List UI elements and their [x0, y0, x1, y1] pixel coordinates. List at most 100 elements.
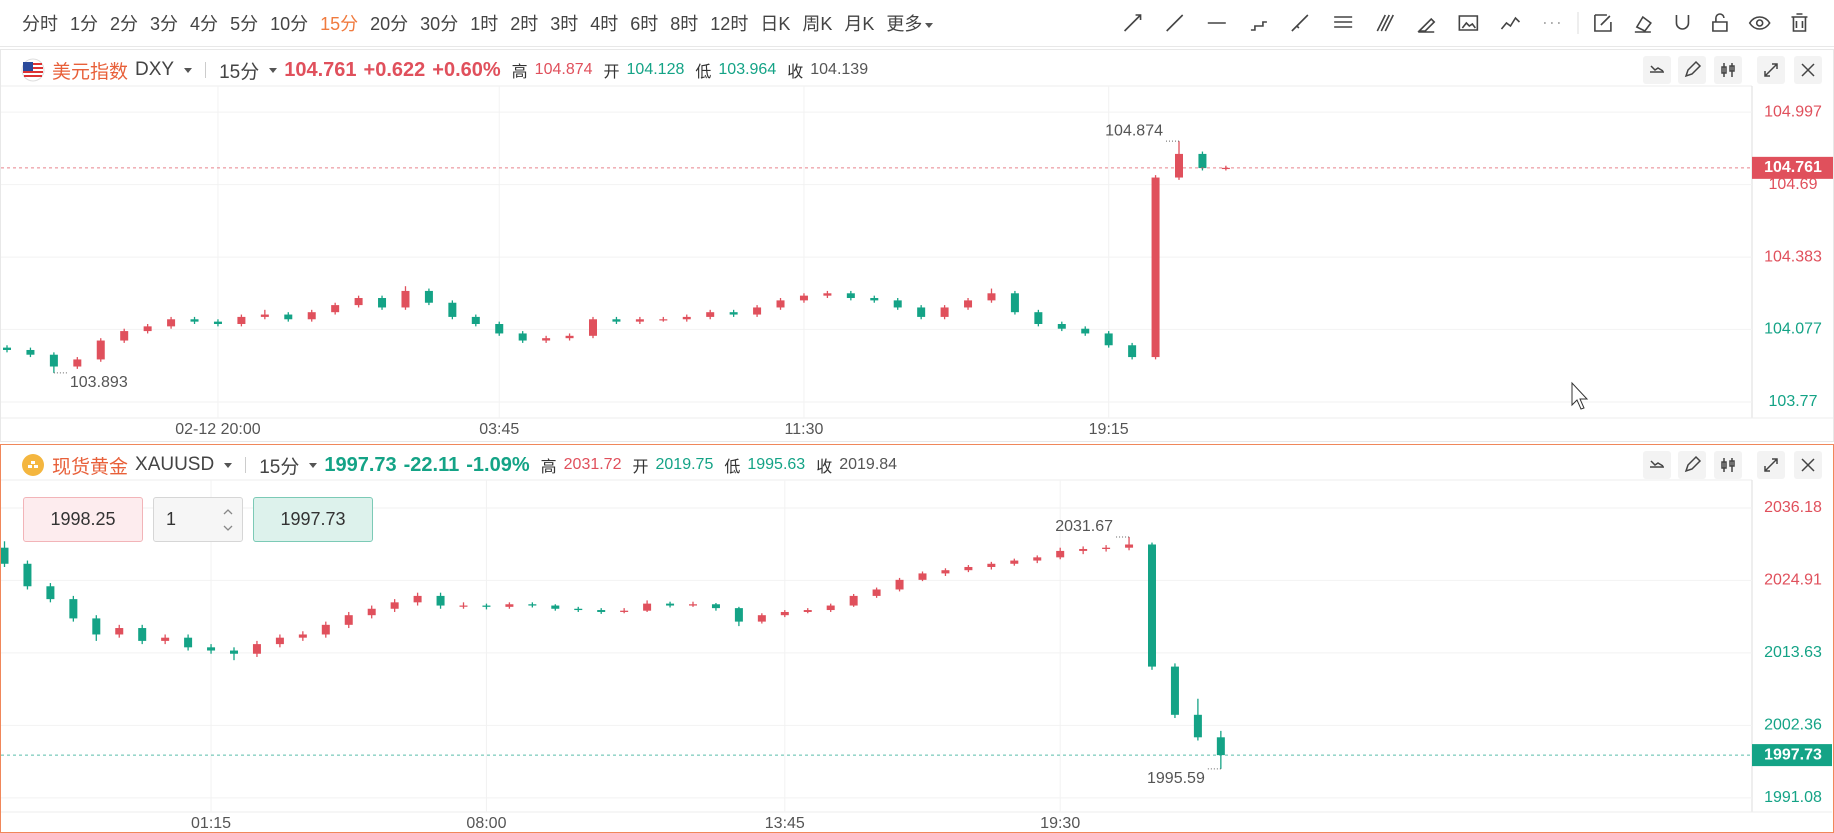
candle-body	[589, 319, 597, 336]
candle-body	[597, 610, 606, 612]
period-button[interactable]: 3分	[150, 14, 179, 34]
period-button[interactable]: 30分	[420, 14, 459, 34]
tool-icon[interactable]	[1291, 14, 1309, 32]
low-value: 1995.63	[747, 456, 806, 473]
candle-body	[918, 573, 927, 580]
candle-body	[167, 319, 176, 327]
candle-body	[459, 605, 468, 607]
symbol[interactable]: XAUUSD	[135, 454, 215, 475]
candle-body	[436, 595, 445, 606]
tool-icon[interactable]	[1417, 17, 1436, 33]
period-button[interactable]: 4时	[590, 14, 619, 34]
x-tick-label: 11:30	[785, 421, 824, 438]
instrument-name: 美元指数	[52, 61, 129, 83]
last-price-label: 104.761	[1764, 159, 1822, 176]
tool-icon[interactable]	[1334, 16, 1353, 28]
open-label: 开	[632, 459, 649, 476]
period-button[interactable]: 12时	[710, 14, 749, 34]
period-button[interactable]: 月K	[844, 14, 875, 34]
candle-body	[321, 624, 330, 635]
candle-body	[1056, 550, 1065, 558]
tool-icon[interactable]	[1376, 14, 1394, 32]
candle-body	[849, 595, 858, 606]
sell-button[interactable]: 1998.25	[23, 497, 143, 542]
panel-button-glyph	[1650, 460, 1664, 468]
panel-button[interactable]	[1714, 451, 1742, 479]
period-button[interactable]: 8时	[670, 14, 699, 34]
candle-body	[551, 605, 560, 609]
symbol[interactable]: DXY	[135, 59, 175, 80]
candle-body	[284, 314, 293, 320]
tool-icon[interactable]	[1634, 15, 1652, 33]
candle-body	[1081, 328, 1090, 334]
period-button[interactable]: 日K	[760, 14, 791, 34]
tool-glyph	[1376, 14, 1394, 32]
caret	[224, 462, 233, 468]
candle-body	[565, 335, 574, 339]
high-label: 高	[511, 64, 528, 81]
drawing-tools	[1123, 12, 1808, 34]
interval[interactable]: 15分	[259, 456, 300, 478]
tool-icon[interactable]	[1500, 16, 1521, 30]
candle-body	[46, 586, 55, 600]
change-pct: +0.60%	[432, 58, 501, 81]
tool-icon[interactable]	[1594, 14, 1612, 32]
panel-button-glyph	[1764, 458, 1778, 472]
tool-icon[interactable]	[1458, 15, 1479, 31]
candle-body	[1010, 560, 1019, 564]
tool-icon[interactable]	[1791, 13, 1808, 32]
period-button[interactable]: 6时	[630, 14, 659, 34]
x-tick-label: 19:15	[1089, 421, 1129, 438]
period-button[interactable]: 2分	[110, 14, 139, 34]
mouse-cursor	[1571, 381, 1589, 410]
candle-body	[23, 563, 32, 587]
panel-button[interactable]	[1643, 451, 1671, 479]
tool-icon[interactable]	[1712, 13, 1728, 32]
candle-body	[780, 611, 789, 616]
caret	[925, 22, 934, 28]
buy-button[interactable]: 1997.73	[253, 497, 373, 542]
tool-icon[interactable]	[1675, 15, 1690, 30]
candle-body	[682, 316, 691, 320]
y-tick-label: 104.383	[1764, 248, 1822, 265]
period-button[interactable]: 5分	[230, 14, 259, 34]
period-button[interactable]: 2时	[510, 14, 539, 34]
period-button[interactable]: 1分	[70, 14, 99, 34]
candle-body	[495, 323, 504, 334]
candle-body	[138, 628, 147, 641]
chart-panel: 2036.18 2024.91 2013.63 2002.36 1991.08 01:15…	[0, 444, 1834, 833]
period-button[interactable]: 3时	[550, 14, 579, 34]
panel-button[interactable]	[1643, 56, 1671, 84]
candle-body	[1170, 666, 1179, 715]
tool-glyph	[1594, 14, 1612, 32]
low-label: 低	[695, 64, 712, 81]
tool-icon[interactable]	[1123, 14, 1142, 32]
quantity: 1	[166, 509, 177, 529]
panel-button[interactable]	[1678, 451, 1706, 479]
panel-button[interactable]	[1678, 56, 1706, 84]
period-button[interactable]: 10分	[270, 14, 309, 34]
tool-icon[interactable]	[1250, 21, 1267, 31]
chart: 2036.18 2024.91 2013.63 2002.36 1991.08 01:15…	[1, 451, 1832, 831]
period-button[interactable]: 4分	[190, 14, 219, 34]
interval[interactable]: 15分	[219, 61, 260, 83]
period-button[interactable]: 15分	[320, 14, 359, 34]
spinner[interactable]	[222, 505, 234, 535]
panel-button[interactable]	[1714, 56, 1742, 84]
period-button[interactable]: 20分	[370, 14, 409, 34]
period-button[interactable]: 1时	[470, 14, 499, 34]
more-button[interactable]: 更多	[886, 10, 934, 36]
caret	[309, 462, 318, 468]
high-value: 2031.72	[563, 456, 622, 473]
candle-body	[1033, 557, 1042, 561]
tool-glyph	[1166, 14, 1184, 32]
candle-body	[895, 579, 904, 590]
quantity-input[interactable]: 1	[153, 497, 243, 542]
period-button[interactable]: 周K	[802, 14, 833, 34]
candle-body	[620, 610, 629, 612]
low-value: 103.964	[718, 61, 777, 78]
candle-body	[941, 570, 950, 574]
period-button[interactable]: 分时	[22, 14, 58, 34]
tool-icon[interactable]	[1166, 14, 1184, 32]
tool-icon[interactable]	[1748, 16, 1771, 30]
